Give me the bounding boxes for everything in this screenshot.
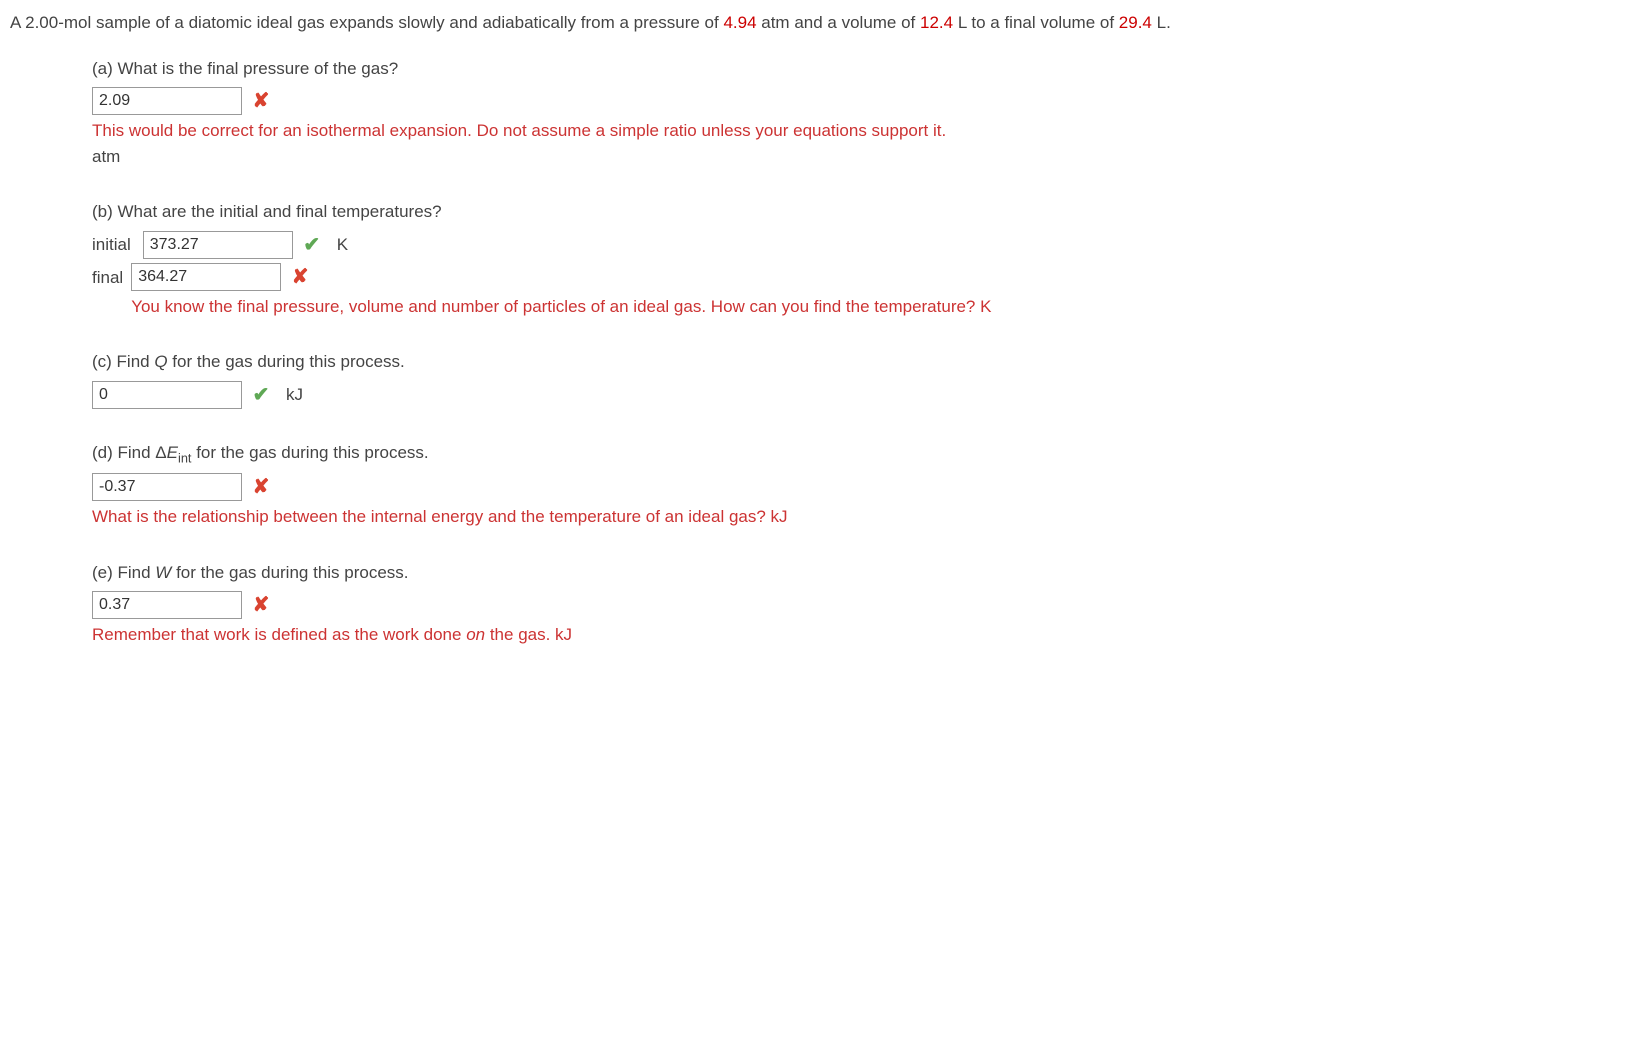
part-d-sub: int [178, 450, 191, 465]
part-d-input[interactable] [92, 473, 242, 501]
part-b-initial-input[interactable] [143, 231, 293, 259]
part-a: (a) What is the final pressure of the ga… [92, 56, 1624, 170]
part-b-final-input[interactable] [131, 263, 281, 291]
part-a-input[interactable] [92, 87, 242, 115]
problem-text-4: L. [1152, 13, 1171, 32]
part-c-input[interactable] [92, 381, 242, 409]
part-d-feedback-text: What is the relationship between the int… [92, 507, 766, 526]
part-e-suffix: for the gas during this process. [171, 563, 408, 582]
part-a-feedback: This would be correct for an isothermal … [92, 118, 1624, 144]
part-d-var: E [167, 443, 178, 462]
part-e-feedback-suffix: the gas. [485, 625, 550, 644]
incorrect-icon: ✘ [250, 86, 272, 116]
part-d-suffix: for the gas during this process. [191, 443, 428, 462]
part-b-final-feedback: You know the final pressure, volume and … [131, 294, 1624, 320]
part-e-feedback-italic: on [466, 625, 485, 644]
problem-statement: A 2.00-mol sample of a diatomic ideal ga… [10, 10, 1624, 36]
incorrect-icon: ✘ [289, 262, 311, 292]
part-b: (b) What are the initial and final tempe… [92, 199, 1624, 319]
correct-icon: ✔ [250, 380, 272, 410]
part-e-answer-row: ✘ [92, 590, 1624, 620]
part-c: (c) Find Q for the gas during this proce… [92, 349, 1624, 410]
part-e-feedback-prefix: Remember that work is defined as the wor… [92, 625, 466, 644]
correct-icon: ✔ [301, 230, 323, 260]
part-d-prefix: (d) Find Δ [92, 443, 167, 462]
initial-volume-value: 12.4 [920, 13, 953, 32]
part-e-var: W [155, 563, 171, 582]
part-d-question: (d) Find ΔEint for the gas during this p… [92, 440, 1624, 468]
part-e-prefix: (e) Find [92, 563, 155, 582]
part-c-prefix: (c) Find [92, 352, 154, 371]
part-b-initial-row: initial ✔ K [92, 230, 1624, 260]
incorrect-icon: ✘ [250, 472, 272, 502]
parts-container: (a) What is the final pressure of the ga… [10, 56, 1624, 648]
part-a-question: (a) What is the final pressure of the ga… [92, 56, 1624, 82]
final-content: ✘ You know the final pressure, volume an… [131, 262, 1624, 320]
part-b-final-row: ✘ [131, 262, 1624, 292]
part-a-unit: atm [92, 144, 1624, 170]
problem-text-1: A 2.00-mol sample of a diatomic ideal ga… [10, 13, 723, 32]
initial-label: initial [92, 232, 131, 258]
part-a-answer-row: ✘ [92, 86, 1624, 116]
part-e-input[interactable] [92, 591, 242, 619]
problem-text-3: L to a final volume of [953, 13, 1119, 32]
final-label: final [92, 265, 123, 291]
pressure-value: 4.94 [723, 13, 756, 32]
part-c-unit: kJ [286, 382, 303, 408]
part-b-final-wrapper: final ✘ You know the final pressure, vol… [92, 262, 1624, 320]
part-d-answer-row: ✘ [92, 472, 1624, 502]
part-c-answer-row: ✔ kJ [92, 380, 1624, 410]
part-e: (e) Find W for the gas during this proce… [92, 560, 1624, 648]
part-b-final-unit: K [975, 297, 991, 316]
part-c-suffix: for the gas during this process. [168, 352, 405, 371]
part-e-unit: kJ [550, 625, 572, 644]
part-d-feedback: What is the relationship between the int… [92, 504, 1624, 530]
part-b-feedback-text: You know the final pressure, volume and … [131, 297, 975, 316]
part-d-unit: kJ [766, 507, 788, 526]
problem-text-2: atm and a volume of [757, 13, 920, 32]
part-e-feedback: Remember that work is defined as the wor… [92, 622, 1624, 648]
part-d: (d) Find ΔEint for the gas during this p… [92, 440, 1624, 530]
final-volume-value: 29.4 [1119, 13, 1152, 32]
part-b-initial-unit: K [337, 232, 348, 258]
part-e-question: (e) Find W for the gas during this proce… [92, 560, 1624, 586]
part-c-question: (c) Find Q for the gas during this proce… [92, 349, 1624, 375]
incorrect-icon: ✘ [250, 590, 272, 620]
part-c-var: Q [154, 352, 167, 371]
part-b-question: (b) What are the initial and final tempe… [92, 199, 1624, 225]
